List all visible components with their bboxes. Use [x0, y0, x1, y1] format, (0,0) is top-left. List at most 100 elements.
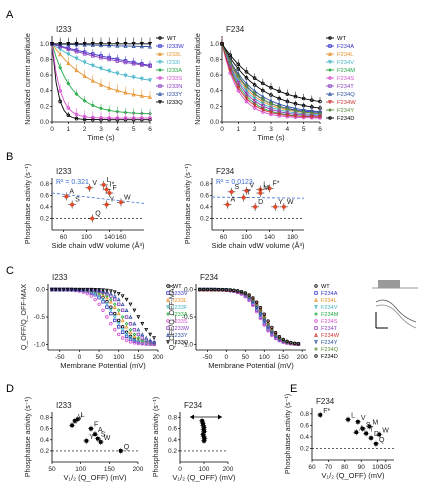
- x-tick-label: 100: [75, 466, 86, 473]
- data-point-wt: [91, 117, 95, 122]
- r-squared-annotation: R² = 0.0123: [216, 179, 253, 186]
- legend-marker: [328, 100, 332, 105]
- data-point-i233a: [140, 338, 145, 343]
- data-point-i233q: [81, 287, 86, 292]
- data-point-i233q: [49, 287, 54, 292]
- legend-marker: [314, 297, 318, 302]
- data-point-i233n: [131, 61, 136, 66]
- data-point-f234q: [266, 322, 270, 327]
- point-label: L: [351, 413, 355, 420]
- point-label: Q: [379, 437, 385, 444]
- data-point-i233f: [120, 328, 125, 332]
- x-axis-label: Side chain vdW volume (Å³): [52, 241, 145, 250]
- data-point-i233f: [116, 322, 121, 326]
- data-point-i233f: [108, 308, 113, 313]
- data-point-i233n: [82, 51, 87, 56]
- data-point-i233f: [104, 302, 109, 307]
- data-point: [241, 195, 246, 200]
- y-tick-label: 0.6: [168, 426, 177, 433]
- data-point-f234y: [260, 97, 265, 102]
- data-point-f234d: [277, 89, 281, 94]
- legend-marker: [328, 116, 332, 120]
- y-tick-label: 0.8: [40, 181, 49, 188]
- data-point-wt: [74, 116, 79, 121]
- legend-entry: F234Q: [321, 347, 339, 353]
- y-axis-label: Phosphatase activity (s⁻¹): [25, 164, 32, 244]
- y-tick-label: 0.2: [40, 215, 49, 222]
- data-point-i233s: [74, 112, 79, 117]
- data-point-f234s: [258, 316, 263, 321]
- data-point-f234d: [236, 289, 240, 293]
- data-point: [361, 427, 365, 431]
- data-point-i233n: [99, 55, 103, 60]
- data-point-f234d: [289, 340, 293, 345]
- data-point-f234d: [243, 291, 248, 295]
- data-point-i233q: [108, 289, 113, 294]
- data-point-f234v: [252, 96, 257, 101]
- data-point-i233s: [82, 114, 87, 119]
- data-point-f234y: [244, 84, 249, 88]
- x-tick-label: 3: [99, 126, 103, 133]
- data-point-i233q: [131, 42, 136, 47]
- data-point-f234s: [262, 323, 266, 327]
- legend-marker: [314, 326, 318, 330]
- x-tick-label: 0: [50, 126, 54, 133]
- legend-marker: [166, 305, 170, 310]
- data-point: [73, 419, 77, 423]
- data-point-f234d: [209, 287, 213, 292]
- data-point-i233y: [136, 327, 141, 332]
- y-tick-label: 1.0: [210, 41, 219, 48]
- data-point-i233q: [101, 288, 105, 293]
- data-point-i233a: [74, 92, 79, 96]
- x-tick-label: 150: [278, 354, 289, 361]
- inset-trace-2: [375, 304, 417, 329]
- data-point-i233w: [124, 315, 129, 319]
- data-point: [364, 431, 368, 436]
- data-point-i233n: [140, 63, 144, 67]
- data-point: [64, 194, 69, 199]
- x-tick-label: 50: [95, 354, 103, 361]
- data-point-f234q: [285, 340, 289, 344]
- data-point-f234d: [205, 287, 210, 292]
- chart-a-i233: 0 1 2 3 4 5 6 0.0 0.2 0.4 0.6 0.8 1.0 Time (s) Normali…: [25, 25, 184, 142]
- chart-title: F234: [184, 401, 203, 410]
- data-point-i233q: [73, 287, 78, 292]
- y-tick-label: 0.0: [36, 287, 45, 294]
- y-tick-label: 0.2: [168, 448, 177, 455]
- legend-marker: [158, 51, 162, 56]
- data-point-i233n: [107, 57, 111, 62]
- data-point-i233l: [90, 78, 95, 83]
- point-label: D: [374, 431, 379, 438]
- x-axis-label: Side chain vdW volume (Å³): [212, 241, 305, 250]
- data-point-i233y: [123, 43, 128, 48]
- data-point-i233i: [115, 71, 120, 76]
- data-point-i233a: [58, 65, 63, 70]
- data-point-i233y: [90, 42, 95, 47]
- x-axis-label: Membrane Potential (mV): [208, 361, 294, 370]
- point-label: Q: [95, 210, 101, 217]
- legend-marker: [158, 68, 162, 72]
- y-tick-label: -1.0: [34, 342, 46, 349]
- data-point-i233a: [148, 341, 153, 345]
- data-point-f234d: [244, 70, 249, 74]
- chart-d-i233: 50 100 150 200 0.2 0.4 0.6 0.8 V₁/₂ (Q_OFF) (mV)…: [25, 397, 144, 482]
- data-point-f234y: [262, 319, 267, 324]
- x-tick-label: 0: [178, 466, 182, 473]
- legend-entry: F234Y: [321, 340, 338, 346]
- legend-entry: I233W: [173, 326, 190, 332]
- data-point-i233l: [98, 82, 104, 87]
- data-point-i233y: [104, 289, 109, 294]
- data-point-i233v: [109, 311, 113, 316]
- data-point-f234d: [258, 306, 263, 310]
- legend-marker: [314, 319, 318, 323]
- data-point-f234y: [228, 60, 233, 65]
- point-label: F: [94, 422, 98, 429]
- data-point-f234d: [270, 325, 274, 330]
- data-point: [253, 204, 258, 209]
- legend-entry: I233S: [173, 319, 188, 325]
- x-tick-label: 200: [297, 354, 308, 361]
- x-tick-label: 100: [199, 466, 210, 473]
- legend-marker: [314, 340, 318, 345]
- point-label: L: [107, 177, 111, 184]
- data-point-i233q: [124, 297, 129, 302]
